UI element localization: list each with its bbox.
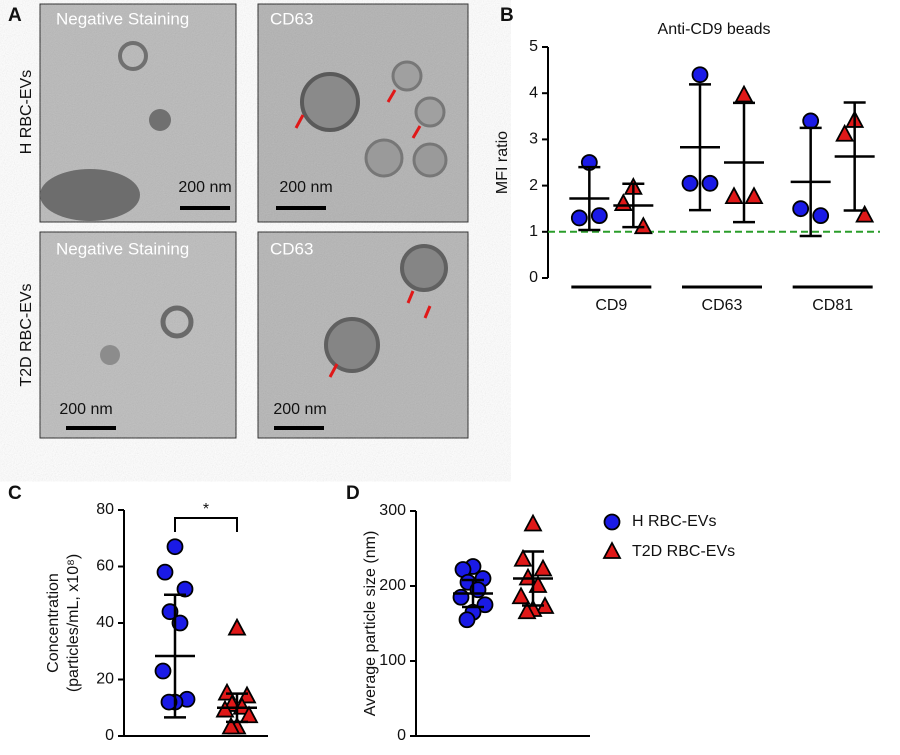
y-axis-label: (particles/mL, x10⁸)	[65, 554, 82, 692]
vesicle	[324, 317, 380, 373]
micrograph-grid	[39, 3, 469, 439]
y-tick-label: 0	[105, 727, 114, 744]
data-point	[221, 716, 241, 735]
data-point	[734, 84, 754, 103]
panel-label: C	[8, 483, 22, 504]
x-tick-label: CD9	[595, 297, 627, 314]
y-tick-label: 0	[397, 727, 406, 744]
data-point	[744, 186, 764, 205]
arrow	[294, 114, 305, 129]
scale-label: 200 nm	[59, 401, 112, 418]
arrow	[406, 290, 415, 304]
vesicle	[149, 109, 171, 131]
vesicle	[300, 72, 360, 132]
arrow	[328, 363, 339, 378]
x-tick-label: CD81	[812, 297, 853, 314]
significance-label: *	[203, 501, 209, 518]
scale-label: 200 nm	[279, 179, 332, 196]
data-point	[452, 588, 470, 606]
arrow	[386, 89, 397, 103]
vesicle	[414, 96, 446, 128]
data-point	[533, 558, 553, 577]
data-point	[511, 586, 531, 605]
data-point	[681, 174, 699, 192]
data-point	[802, 112, 820, 130]
chart-title: Anti-CD9 beads	[658, 21, 771, 38]
y-tick-label: 40	[96, 614, 114, 631]
data-point	[458, 611, 476, 629]
y-tick-label: 1	[529, 223, 538, 240]
data-point	[613, 193, 633, 211]
y-tick-label: 100	[379, 652, 406, 669]
legend-marker	[603, 513, 621, 531]
scale-label: 200 nm	[273, 401, 326, 418]
vesicle	[412, 142, 448, 178]
data-point	[215, 699, 235, 718]
data-point	[237, 685, 257, 704]
data-point	[154, 662, 172, 680]
panel-label: B	[500, 5, 514, 26]
data-point	[513, 548, 533, 567]
legend-label: T2D RBC-EVs	[632, 543, 735, 560]
data-point	[517, 601, 537, 620]
column-label: Negative Staining	[56, 9, 189, 28]
vesicle	[118, 41, 148, 71]
panel-label: D	[346, 483, 360, 504]
column-label: Negative Staining	[56, 239, 189, 258]
vesicle	[400, 244, 448, 292]
y-tick-label: 0	[529, 269, 538, 286]
data-point	[812, 207, 830, 225]
y-tick-label: 3	[529, 131, 538, 148]
data-point	[156, 563, 174, 581]
data-point	[227, 617, 247, 636]
data-point	[691, 66, 709, 84]
data-point	[217, 682, 237, 701]
arrow	[423, 305, 432, 319]
significance-bracket	[174, 517, 238, 532]
y-tick-label: 4	[529, 84, 538, 101]
vesicle	[40, 169, 140, 221]
data-point	[570, 209, 588, 227]
row-label: T2D RBC-EVs	[18, 283, 35, 386]
scale-label: 200 nm	[178, 179, 231, 196]
data-point	[239, 705, 259, 724]
data-point	[523, 513, 543, 532]
column-label: CD63	[270, 239, 313, 258]
column-label: CD63	[270, 9, 313, 28]
data-point	[701, 174, 719, 192]
arrows	[294, 89, 432, 378]
data-point	[476, 596, 494, 614]
y-tick-label: 60	[96, 558, 114, 575]
y-axis-label: Average particle size (nm)	[362, 531, 379, 717]
vesicle	[391, 60, 423, 92]
y-tick-label: 20	[96, 671, 114, 688]
y-axis-label: Concentration	[45, 573, 62, 673]
data-point	[855, 204, 875, 223]
row-label: H RBC-EVs	[18, 70, 35, 154]
data-point	[633, 216, 653, 235]
y-tick-label: 300	[379, 502, 406, 519]
data-point	[835, 123, 855, 142]
y-tick-label: 5	[529, 38, 538, 55]
data-point	[166, 538, 184, 556]
legend-label: H RBC-EVs	[632, 513, 716, 530]
data-point	[724, 186, 744, 205]
y-tick-label: 80	[96, 501, 114, 518]
y-tick-label: 200	[379, 577, 406, 594]
arrow	[411, 125, 422, 139]
data-point	[160, 693, 178, 711]
y-tick-label: 2	[529, 177, 538, 194]
scale-bars	[66, 206, 326, 430]
vesicle	[364, 138, 404, 178]
x-tick-label: CD63	[702, 297, 743, 314]
panel-label: A	[8, 5, 22, 26]
y-axis-label: MFI ratio	[494, 131, 511, 194]
data-point	[590, 207, 608, 225]
legend-marker	[602, 541, 622, 559]
vesicle	[100, 345, 120, 365]
data-point	[792, 200, 810, 218]
data-point	[176, 580, 194, 598]
vesicle	[160, 305, 194, 339]
